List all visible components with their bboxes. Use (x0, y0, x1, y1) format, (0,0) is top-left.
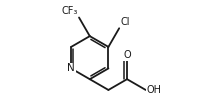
Text: O: O (123, 50, 131, 60)
Text: Cl: Cl (120, 17, 130, 27)
Text: N: N (67, 63, 75, 73)
Text: CF₃: CF₃ (61, 6, 78, 16)
Text: OH: OH (147, 85, 162, 95)
